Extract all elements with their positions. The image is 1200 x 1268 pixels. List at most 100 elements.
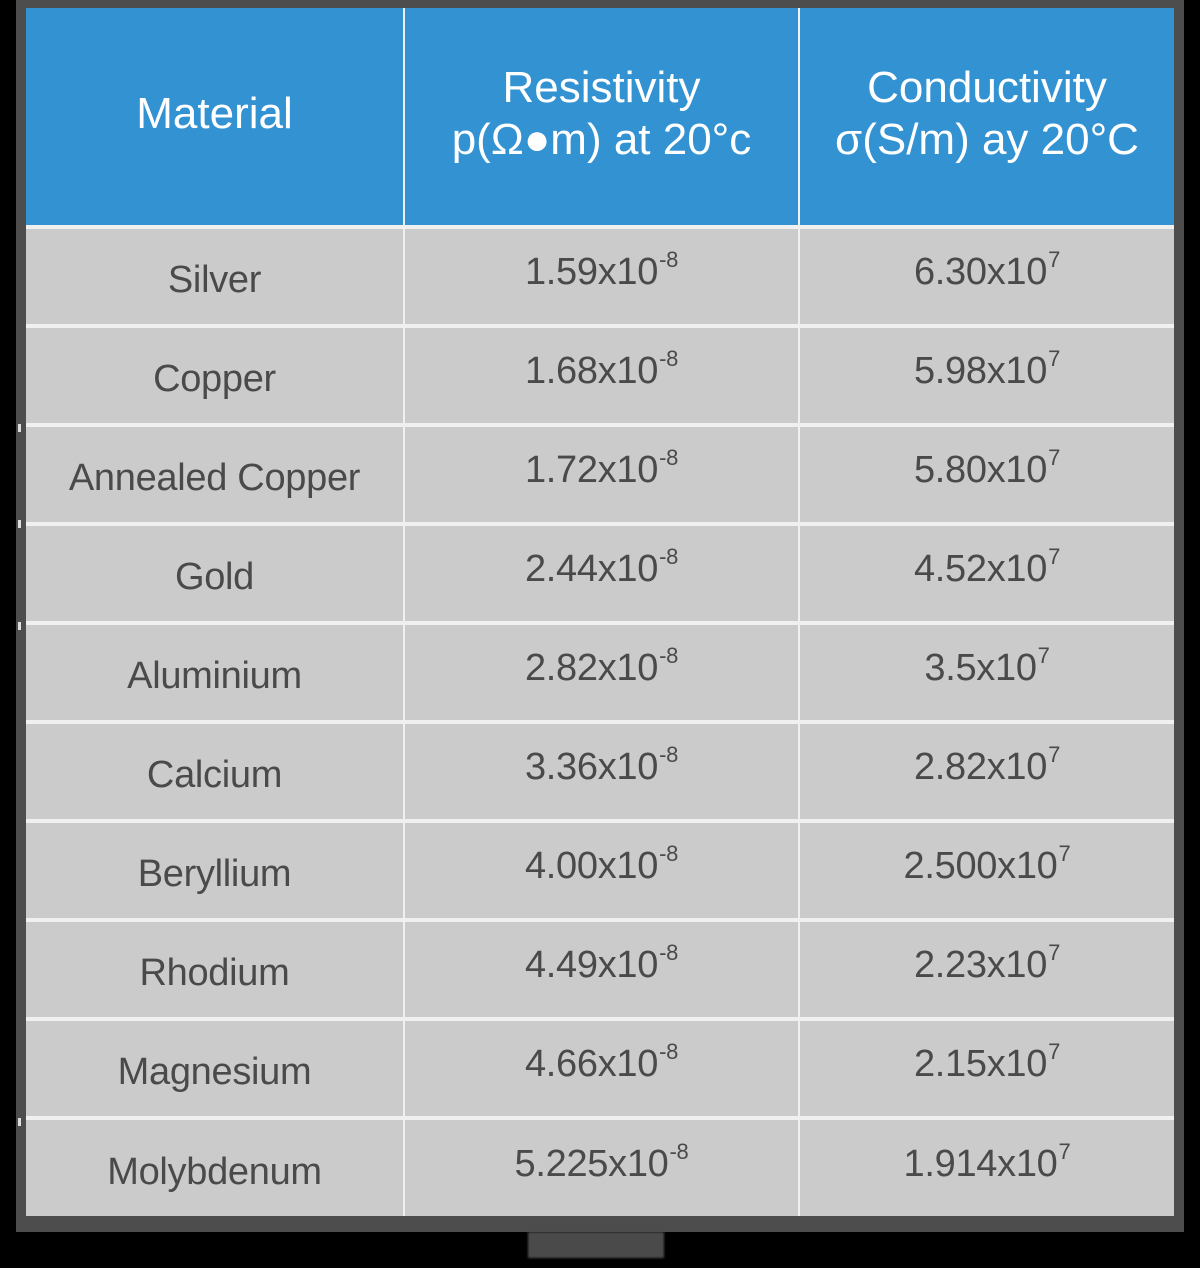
resistivity-value: 4.49x10 -8 xyxy=(524,940,678,987)
material-name: Silver xyxy=(167,259,262,301)
cell-conductivity: 5.80x10 7 xyxy=(800,427,1174,522)
edge-tick-mark xyxy=(18,520,21,528)
material-name: Annealed Copper xyxy=(68,457,361,499)
cell-resistivity: 4.00x10 -8 xyxy=(405,823,798,918)
resistivity-exponent: -8 xyxy=(659,346,679,371)
header-conductivity-units: σ(S/m) ay 20°C xyxy=(835,114,1139,164)
resistivity-value: 4.00x10 -8 xyxy=(524,841,678,888)
conductivity-exponent: 7 xyxy=(1058,1138,1071,1164)
header-resistivity-units: p(Ω●m) at 20°c xyxy=(451,114,752,164)
conductivity-value: 2.15x10 7 xyxy=(913,1039,1060,1086)
conductivity-exponent: 7 xyxy=(1058,841,1071,866)
cell-resistivity: 2.82x10 -8 xyxy=(405,625,798,720)
resistivity-mantissa: 1.59x10 xyxy=(524,251,659,293)
cell-resistivity: 4.49x10 -8 xyxy=(405,922,798,1017)
resistivity-mantissa: 2.82x10 xyxy=(524,647,659,689)
cell-material: Beryllium xyxy=(26,823,403,918)
conductivity-value: 2.23x10 7 xyxy=(913,940,1060,987)
resistivity-mantissa: 1.68x10 xyxy=(524,350,659,392)
material-name: Magnesium xyxy=(117,1051,312,1093)
resistivity-mantissa: 2.44x10 xyxy=(524,548,659,590)
conductivity-mantissa: 1.914x10 xyxy=(903,1142,1058,1185)
conductivity-exponent: 7 xyxy=(1048,346,1061,371)
resistivity-mantissa: 4.49x10 xyxy=(524,944,659,986)
resistivity-value: 2.44x10 -8 xyxy=(524,544,678,591)
cell-conductivity: 2.15x10 7 xyxy=(800,1021,1174,1116)
conductivity-mantissa: 5.98x10 xyxy=(913,350,1048,392)
cell-conductivity: 6.30x10 7 xyxy=(800,229,1174,324)
resistivity-exponent: -8 xyxy=(659,742,679,767)
cell-material: Silver xyxy=(26,229,403,324)
conductivity-mantissa: 4.52x10 xyxy=(913,548,1048,590)
cell-material: Magnesium xyxy=(26,1021,403,1116)
resistivity-exponent: -8 xyxy=(659,940,679,965)
material-name: Rhodium xyxy=(139,952,290,994)
resistivity-value: 1.72x10 -8 xyxy=(525,445,678,492)
resistivity-exponent: -8 xyxy=(659,841,679,866)
resistivity-value: 1.59x10 -8 xyxy=(524,247,678,294)
header-resistivity: Resistivity p(Ω●m) at 20°c xyxy=(405,8,798,225)
resistivity-value: 5.225x10 -8 xyxy=(515,1139,689,1186)
resistivity-mantissa: 3.36x10 xyxy=(524,746,659,788)
cell-conductivity: 5.98x10 7 xyxy=(800,328,1174,423)
cell-material: Rhodium xyxy=(26,922,403,1017)
resistivity-exponent: -8 xyxy=(659,544,679,569)
conductivity-exponent: 7 xyxy=(1048,445,1061,470)
resistivity-value: 2.82x10 -8 xyxy=(524,643,678,690)
resistivity-exponent: -8 xyxy=(669,1138,689,1164)
cell-conductivity: 2.23x10 7 xyxy=(800,922,1174,1017)
edge-tick-mark xyxy=(18,1118,21,1126)
cell-material: Calcium xyxy=(26,724,403,819)
conductivity-mantissa: 2.23x10 xyxy=(913,944,1048,986)
conductivity-value: 2.500x10 7 xyxy=(904,841,1071,888)
conductivity-value: 3.5x10 7 xyxy=(924,643,1050,690)
cell-conductivity: 2.500x10 7 xyxy=(800,823,1174,918)
conductivity-exponent: 7 xyxy=(1048,544,1061,569)
material-name: Beryllium xyxy=(137,853,292,895)
cell-conductivity: 3.5x10 7 xyxy=(800,625,1174,720)
conductivity-mantissa: 2.15x10 xyxy=(913,1043,1048,1085)
resistivity-mantissa: 4.00x10 xyxy=(524,845,659,887)
cell-resistivity: 2.44x10 -8 xyxy=(405,526,798,621)
material-name: Calcium xyxy=(146,754,283,796)
conductivity-value: 5.80x10 7 xyxy=(913,445,1060,492)
watermark-logo xyxy=(528,1232,664,1258)
cell-resistivity: 1.72x10 -8 xyxy=(405,427,798,522)
header-resistivity-title: Resistivity xyxy=(502,62,701,112)
conductivity-exponent: 7 xyxy=(1037,643,1050,668)
resistivity-exponent: -8 xyxy=(659,643,679,668)
resistivity-value: 3.36x10 -8 xyxy=(524,742,678,789)
cell-material: Gold xyxy=(26,526,403,621)
cell-resistivity: 1.59x10 -8 xyxy=(405,229,798,324)
conductivity-mantissa: 2.82x10 xyxy=(913,746,1048,788)
cell-resistivity: 4.66x10 -8 xyxy=(405,1021,798,1116)
conductivity-value: 1.914x10 7 xyxy=(903,1139,1071,1186)
conductivity-mantissa: 6.30x10 xyxy=(913,251,1048,293)
conductivity-exponent: 7 xyxy=(1048,742,1061,767)
cell-material: Copper xyxy=(26,328,403,423)
edge-tick-mark xyxy=(18,424,21,432)
header-conductivity-title: Conductivity xyxy=(867,62,1107,112)
material-name: Aluminium xyxy=(127,655,302,697)
edge-tick-mark xyxy=(18,622,21,630)
conductivity-mantissa: 5.80x10 xyxy=(913,449,1048,491)
cell-material: Aluminium xyxy=(26,625,403,720)
resistivity-exponent: -8 xyxy=(659,247,679,272)
resistivity-value: 1.68x10 -8 xyxy=(524,346,678,393)
cell-material: Annealed Copper xyxy=(26,427,403,522)
cell-resistivity: 3.36x10 -8 xyxy=(405,724,798,819)
conductivity-exponent: 7 xyxy=(1048,247,1061,272)
conductivity-value: 2.82x10 7 xyxy=(913,742,1060,789)
conductivity-value: 5.98x10 7 xyxy=(913,346,1060,393)
cell-conductivity: 1.914x10 7 xyxy=(800,1120,1174,1216)
cell-resistivity: 1.68x10 -8 xyxy=(405,328,798,423)
resistivity-value: 4.66x10 -8 xyxy=(525,1039,678,1086)
cell-conductivity: 2.82x10 7 xyxy=(800,724,1174,819)
header-material-label: Material xyxy=(136,88,293,138)
resistivity-exponent: -8 xyxy=(659,1039,679,1064)
header-conductivity: Conductivity σ(S/m) ay 20°C xyxy=(800,8,1174,225)
conductivity-exponent: 7 xyxy=(1048,940,1061,965)
resistivity-conductivity-table: Material Resistivity p(Ω●m) at 20°c Cond… xyxy=(26,8,1174,1216)
cell-material: Molybdenum xyxy=(26,1120,403,1216)
conductivity-value: 4.52x10 7 xyxy=(913,544,1060,591)
